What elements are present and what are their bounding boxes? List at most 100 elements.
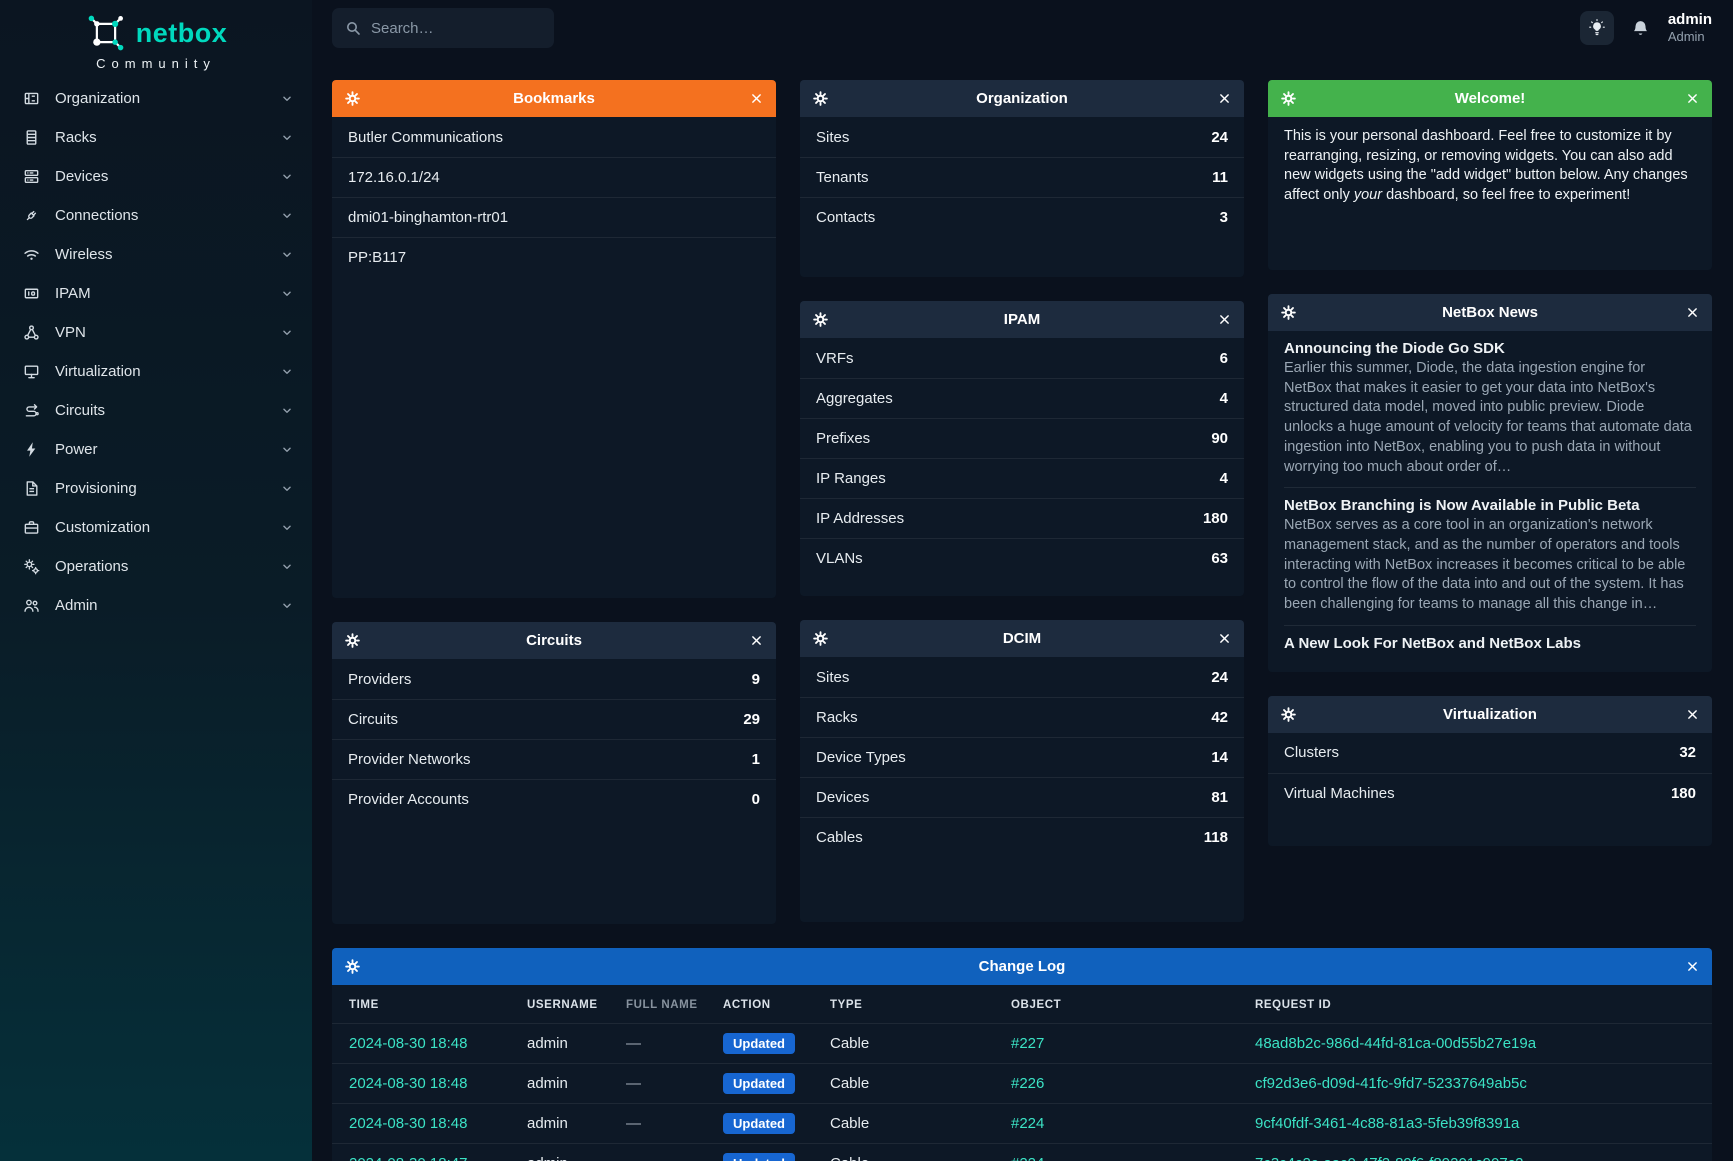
time-link[interactable]: 2024-08-30 18:48 [332,1023,519,1064]
stat-row[interactable]: Contacts 3 [800,197,1244,237]
sidebar-item-connections[interactable]: Connections [0,196,312,235]
stat-row[interactable]: Racks 42 [800,697,1244,737]
time-link[interactable]: 2024-08-30 18:48 [332,1063,519,1104]
stat-row[interactable]: Virtual Machines 180 [1268,772,1712,813]
stat-row[interactable]: Aggregates 4 [800,378,1244,418]
news-item-title[interactable]: NetBox Branching is Now Available in Pub… [1284,497,1640,515]
column-header: ACTION [723,999,771,1011]
sidebar-item-devices[interactable]: Devices [0,157,312,196]
gear-icon[interactable] [345,91,360,106]
sidebar-item-wireless[interactable]: Wireless [0,235,312,274]
close-icon[interactable] [1218,313,1231,326]
stat-row[interactable]: Sites 24 [800,117,1244,157]
stat-row[interactable]: Sites 24 [800,657,1244,697]
close-icon[interactable] [1686,92,1699,105]
stat-value: 24 [1211,128,1228,146]
chevron-down-icon [280,599,294,613]
bookmark-item[interactable]: PP:B117 [332,237,776,277]
gear-icon[interactable] [813,312,828,327]
stat-row[interactable]: VLANs 63 [800,538,1244,578]
gear-icon[interactable] [813,631,828,646]
search-input[interactable] [371,19,570,37]
theme-toggle-button[interactable] [1579,11,1614,45]
notifications-button[interactable] [1629,11,1653,45]
stat-row[interactable]: IP Addresses 180 [800,498,1244,538]
widget-bookmarks-header: Bookmarks [332,80,776,117]
sidebar-item-label: Customization [55,519,151,536]
brand[interactable]: netbox Community [0,0,312,71]
stat-row[interactable]: Prefixes 90 [800,418,1244,458]
close-icon[interactable] [1686,306,1699,319]
gear-icon[interactable] [1281,305,1296,320]
request-id-link[interactable]: 7c3c4c2c-aac0-47f2-89f6-f89201c907c2 [1247,1143,1712,1161]
stat-value: 90 [1211,430,1228,447]
stat-row[interactable]: Device Types 14 [800,737,1244,777]
stat-value: 1 [751,751,760,768]
sidebar-item-power[interactable]: Power [0,430,312,469]
news-item-title[interactable]: Announcing the Diode Go SDK [1284,340,1505,357]
stat-row[interactable]: Devices 81 [800,777,1244,817]
time-link[interactable]: 2024-08-30 18:47 [332,1143,519,1161]
close-icon[interactable] [1218,92,1231,105]
stat-row[interactable]: Cables 118 [800,817,1244,857]
close-icon[interactable] [750,92,763,105]
sidebar-item-organization[interactable]: Organization [0,79,312,118]
request-id-link[interactable]: 48ad8b2c-986d-44fd-81ca-00d55b27e19a [1247,1023,1712,1064]
object-link[interactable]: #226 [1003,1063,1247,1104]
stat-row[interactable]: VRFs 6 [800,338,1244,378]
time-link[interactable]: 2024-08-30 18:48 [332,1103,519,1144]
gear-icon[interactable] [1281,707,1296,722]
action-cell: Updated [715,1143,822,1161]
close-icon[interactable] [1686,708,1699,721]
action-badge: Updated [723,1033,795,1054]
request-id-link[interactable]: 9cf40fdf-3461-4c88-81a3-5feb39f8391a [1247,1103,1712,1144]
stat-row[interactable]: Circuits 29 [332,699,776,739]
stat-row[interactable]: Clusters 32 [1268,733,1712,773]
sidebar: netbox Community Organization Racks Device… [0,0,312,1161]
stat-row[interactable]: Tenants 11 [800,157,1244,197]
sidebar-item-provisioning[interactable]: Provisioning [0,469,312,508]
sidebar-item-customization[interactable]: Customization [0,508,312,547]
close-icon[interactable] [750,634,763,647]
close-icon[interactable] [1686,960,1699,973]
gear-icon[interactable] [345,959,360,974]
stat-row[interactable]: Provider Networks 1 [332,739,776,779]
gear-icon[interactable] [813,91,828,106]
widget-title: Change Log [978,958,1066,975]
object-link[interactable]: #224 [1003,1103,1247,1144]
sidebar-item-circuits[interactable]: Circuits [0,391,312,430]
stat-row[interactable]: Provider Accounts 0 [332,779,776,819]
stat-value: 4 [1219,390,1228,407]
dashboard: Bookmarks Butler Communications 172.16.0.… [312,56,1733,1161]
user-menu[interactable]: admin Admin [1668,11,1712,46]
search-box[interactable] [332,8,570,48]
gear-icon[interactable] [1281,91,1296,106]
sidebar-nav: Organization Racks Devices Connections Wirel… [0,79,312,625]
widget-title: Virtualization [1443,705,1537,723]
close-icon[interactable] [1218,632,1231,645]
stat-value: 180 [1202,510,1228,527]
bookmark-item[interactable]: Butler Communications [348,128,504,146]
sidebar-item-virtualization[interactable]: Virtualization [0,352,312,391]
news-item-title[interactable]: A New Look For NetBox and NetBox Labs [1284,634,1581,652]
sidebar-item-admin[interactable]: Admin [0,586,312,625]
request-id-link[interactable]: cf92d3e6-d09d-41fc-9fd7-52337649ab5c [1247,1063,1712,1104]
action-cell: Updated [715,1063,822,1104]
bookmark-item[interactable]: dmi01-binghamton-rtr01 [332,197,776,237]
object-link[interactable]: #227 [1003,1023,1247,1064]
sidebar-item-ipam[interactable]: IPAM [0,274,312,313]
monitor-icon [23,363,40,380]
stat-row[interactable]: Providers 9 [332,659,776,699]
gear-icon[interactable] [345,633,360,648]
bookmarks-list: Butler Communications 172.16.0.1/24 dmi01-… [332,117,776,277]
widget-title: DCIM [1002,630,1042,647]
sidebar-item-label: Power [55,441,98,458]
bookmark-item[interactable]: 172.16.0.1/24 [332,157,776,197]
stat-row[interactable]: IP Ranges 4 [800,458,1244,498]
sidebar-item-operations[interactable]: Operations [0,547,312,586]
sidebar-item-racks[interactable]: Racks [0,118,312,157]
stat-value: 118 [1203,829,1228,846]
object-link[interactable]: #224 [1003,1143,1247,1161]
sidebar-item-vpn[interactable]: VPN [0,313,312,352]
type-cell: Cable [822,1143,1003,1161]
